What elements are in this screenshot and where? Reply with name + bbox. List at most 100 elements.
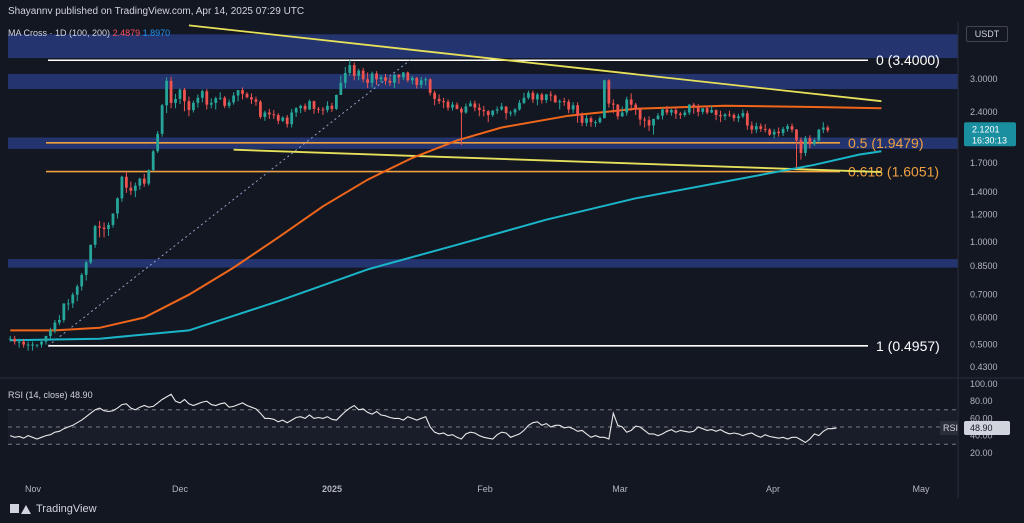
candle-body <box>326 105 329 111</box>
candle <box>419 76 423 88</box>
candle-body <box>460 108 463 113</box>
x-axis-label: Apr <box>766 484 780 494</box>
candle-body <box>218 97 222 99</box>
candle <box>540 92 544 104</box>
candle <box>451 101 454 111</box>
x-axis-label: Mar <box>612 484 628 494</box>
support-zone-1 <box>8 73 958 90</box>
candle <box>665 105 669 116</box>
candle <box>812 138 816 146</box>
candle-body <box>553 95 557 103</box>
candle <box>339 75 343 95</box>
candle <box>607 79 611 108</box>
candle-body <box>415 77 419 85</box>
candle-body <box>151 151 155 171</box>
candle-body <box>732 115 736 119</box>
trendline-0 <box>188 24 882 103</box>
candle <box>509 110 512 117</box>
candle <box>317 107 320 114</box>
currency-selector[interactable]: USDT <box>966 26 1008 42</box>
footer-bar: TradingView <box>0 498 1024 523</box>
candle-body <box>111 213 115 225</box>
candle <box>178 88 182 105</box>
candle <box>187 96 191 117</box>
ma200-value: 1.8970 <box>142 28 171 38</box>
y-axis-tick: 1.0000 <box>970 237 998 247</box>
candle-body <box>294 108 298 113</box>
candle <box>410 75 414 85</box>
candle <box>683 110 687 117</box>
candle <box>142 173 146 187</box>
candle <box>66 298 70 311</box>
candle <box>486 110 490 123</box>
candle <box>169 76 173 109</box>
candle-body <box>549 94 553 96</box>
fib-anchor-diagonal <box>47 59 411 347</box>
candle <box>732 113 736 122</box>
candle <box>357 68 361 81</box>
candle <box>553 94 557 103</box>
candle-body <box>567 101 571 110</box>
candle <box>196 94 200 108</box>
candle <box>723 113 727 121</box>
candle-body <box>772 131 776 135</box>
candle-body <box>62 303 66 321</box>
candle-body <box>98 226 101 228</box>
candle <box>616 104 620 120</box>
candle-body <box>571 105 575 110</box>
candle-body <box>518 102 521 110</box>
candle <box>285 115 289 128</box>
candle <box>786 124 789 132</box>
candle <box>585 115 588 127</box>
candle <box>192 100 195 113</box>
rsi-axis-tick: 40.00 <box>970 431 993 441</box>
candle-body <box>647 120 651 126</box>
candle-body <box>321 109 325 111</box>
rsi-axis-tick: 20.00 <box>970 448 993 458</box>
candle-body <box>250 97 253 100</box>
candle <box>446 99 450 111</box>
candle <box>80 273 84 291</box>
candle-body <box>227 102 231 106</box>
candle <box>781 126 785 137</box>
candle-body <box>241 90 244 94</box>
candle <box>89 244 93 265</box>
candle-body <box>75 286 79 295</box>
support-zone-0 <box>8 34 958 59</box>
candle-body <box>214 98 218 103</box>
candle-body <box>165 80 168 106</box>
candle <box>303 103 307 112</box>
candle-body <box>509 112 512 114</box>
candle-body <box>616 104 620 117</box>
tradingview-logo[interactable]: TradingView <box>10 503 97 515</box>
candle <box>254 96 258 106</box>
candle <box>571 102 575 114</box>
candle-body <box>442 101 445 103</box>
candle-body <box>8 338 12 340</box>
candle <box>53 320 57 334</box>
candle <box>379 74 383 83</box>
candle-body <box>379 77 383 80</box>
candle-body <box>754 126 758 130</box>
candle <box>218 92 222 101</box>
candle <box>352 62 356 81</box>
candle <box>696 104 700 117</box>
candle-body <box>821 127 825 130</box>
candle <box>75 284 79 302</box>
candle <box>272 110 276 119</box>
candle-body <box>638 109 642 120</box>
candle <box>93 224 97 248</box>
candle <box>634 102 638 116</box>
price-chart[interactable]: Nov Dec 2025 Feb Mar Apr May 3.0000 2.4000 1.7000… <box>0 22 1024 500</box>
candle <box>518 100 521 111</box>
candle <box>598 116 602 124</box>
candle <box>326 101 329 113</box>
candle-body <box>741 113 745 117</box>
candle <box>49 327 52 339</box>
candle <box>107 222 110 236</box>
candle-body <box>89 244 93 263</box>
candle-body <box>200 91 204 98</box>
candle <box>714 109 718 121</box>
support-zone-3 <box>8 259 958 268</box>
candle-body <box>245 93 249 98</box>
